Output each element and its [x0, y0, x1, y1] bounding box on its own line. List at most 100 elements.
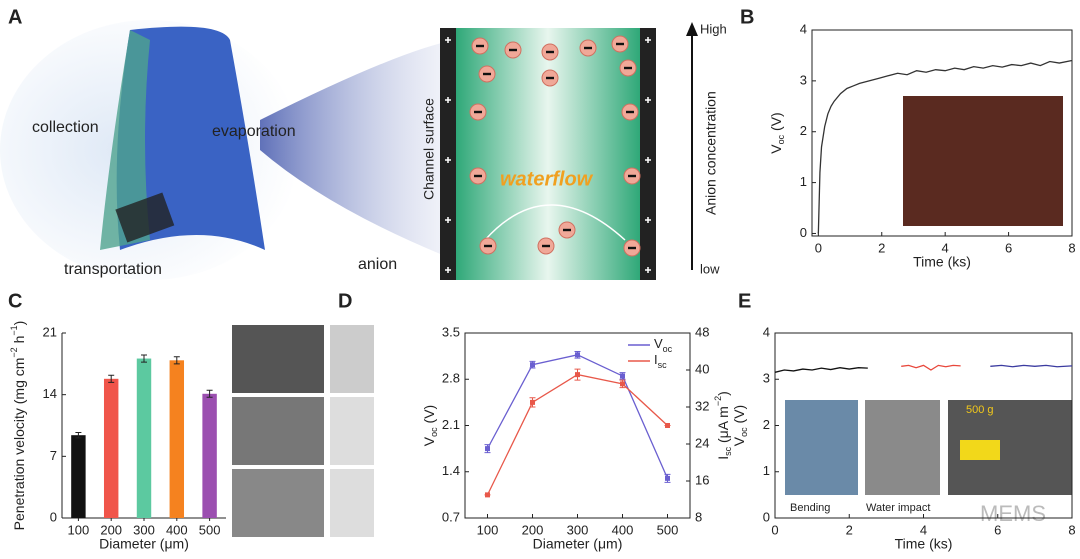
- x-tick-label: 200: [100, 522, 122, 537]
- label: anion: [358, 256, 397, 273]
- bar: [103, 378, 119, 518]
- minus: [483, 72, 491, 76]
- plus: [445, 37, 451, 43]
- y-tick-label: 4: [763, 324, 770, 339]
- x-tick-label: 2: [878, 240, 885, 255]
- x-tick-label: 500: [657, 522, 679, 537]
- y2-axis-label: Isc (μA m−2): [713, 391, 733, 460]
- y-tick-label: 4: [800, 21, 807, 36]
- arrow-head: [686, 22, 698, 36]
- y-tick-label: 2: [763, 417, 770, 432]
- y-tick-label: 7: [50, 448, 57, 463]
- panel-label: E: [738, 290, 751, 312]
- label-part: V: [768, 144, 784, 154]
- label: High: [700, 21, 727, 36]
- series-line: [486, 373, 668, 496]
- label-part: V: [731, 436, 747, 446]
- y-tick-label: 3.5: [442, 324, 460, 339]
- inset-label: Water impact: [866, 502, 930, 514]
- label-part: V: [654, 336, 663, 351]
- marker: [620, 381, 625, 387]
- x-tick-label: 300: [567, 522, 589, 537]
- minus: [616, 42, 624, 46]
- plus: [445, 267, 451, 273]
- label: collection: [32, 119, 99, 136]
- legend-label: Voc: [654, 336, 673, 354]
- label-part: sc: [723, 446, 733, 456]
- plus: [645, 267, 651, 273]
- series-line: [990, 364, 1073, 368]
- micrographs: [232, 325, 374, 537]
- bar: [169, 360, 185, 518]
- series-line: [901, 364, 961, 371]
- y-tick-label: 2.8: [442, 371, 460, 386]
- marker: [530, 399, 535, 405]
- plus: [645, 37, 651, 43]
- y2-tick-label: 16: [695, 472, 709, 487]
- y-tick-label: 1.4: [442, 463, 460, 478]
- x-tick-label: 300: [133, 522, 155, 537]
- y2-tick-label: 24: [695, 435, 709, 450]
- error-bar: [75, 432, 82, 439]
- y-tick-label: 3: [800, 72, 807, 87]
- label-part: V: [421, 436, 437, 446]
- minus: [474, 174, 482, 178]
- label: low: [700, 261, 720, 276]
- marker: [575, 352, 580, 358]
- y-tick-label: 3: [763, 371, 770, 386]
- label-part: ): [715, 391, 731, 396]
- bar: [71, 435, 86, 518]
- y2-tick-label: 32: [695, 398, 709, 413]
- y-tick-label: 2.1: [442, 417, 460, 432]
- x-axis-label: Time (ks): [913, 254, 971, 270]
- label: Anion concentration: [703, 91, 719, 215]
- y-tick-label: 2: [800, 123, 807, 138]
- error-bar: [108, 374, 115, 383]
- y-tick-label: 21: [43, 324, 57, 339]
- zoom-wedge: [260, 40, 455, 260]
- x-tick-label: 400: [612, 522, 634, 537]
- y-tick-label: 1: [763, 463, 770, 478]
- minus: [624, 66, 632, 70]
- label-part: (V): [421, 405, 437, 428]
- x-tick-label: 4: [942, 240, 949, 255]
- label-part: I: [715, 456, 731, 460]
- label-part: Penetration velocity (mg cm: [11, 358, 27, 531]
- error-bar: [206, 389, 213, 398]
- bar: [136, 358, 152, 518]
- x-tick-label: 6: [994, 522, 1001, 537]
- minus: [484, 244, 492, 248]
- x-tick-label: 500: [199, 522, 221, 537]
- marker: [530, 362, 535, 368]
- label: transportation: [64, 261, 162, 278]
- plus: [645, 217, 651, 223]
- panel-a: collection evaporation transportation an…: [0, 6, 727, 280]
- y-tick-label: 0: [763, 509, 770, 524]
- x-axis-label: Diameter (μm): [99, 536, 189, 552]
- inset-photo: [903, 96, 1063, 226]
- minus: [474, 110, 482, 114]
- minus: [546, 76, 554, 80]
- error-bar: [173, 356, 180, 365]
- label-part: (V): [731, 405, 747, 428]
- x-tick-label: 6: [1005, 240, 1012, 255]
- label-part: I: [654, 352, 658, 367]
- plus: [645, 157, 651, 163]
- minus: [628, 246, 636, 250]
- minus: [542, 244, 550, 248]
- x-tick-label: 2: [846, 522, 853, 537]
- marker: [665, 423, 670, 428]
- channel-wall: [640, 28, 656, 280]
- minus: [546, 50, 554, 54]
- label-part: oc: [663, 344, 673, 354]
- marker: [620, 373, 625, 379]
- marker: [665, 475, 670, 481]
- minus: [476, 44, 484, 48]
- watermark: MEMS: [980, 501, 1046, 526]
- label-part: h: [11, 336, 27, 348]
- series-line: [774, 367, 868, 373]
- label: Channel surface: [421, 98, 437, 200]
- y-axis-label: Voc (V): [421, 405, 440, 446]
- sheet-side: [100, 30, 150, 250]
